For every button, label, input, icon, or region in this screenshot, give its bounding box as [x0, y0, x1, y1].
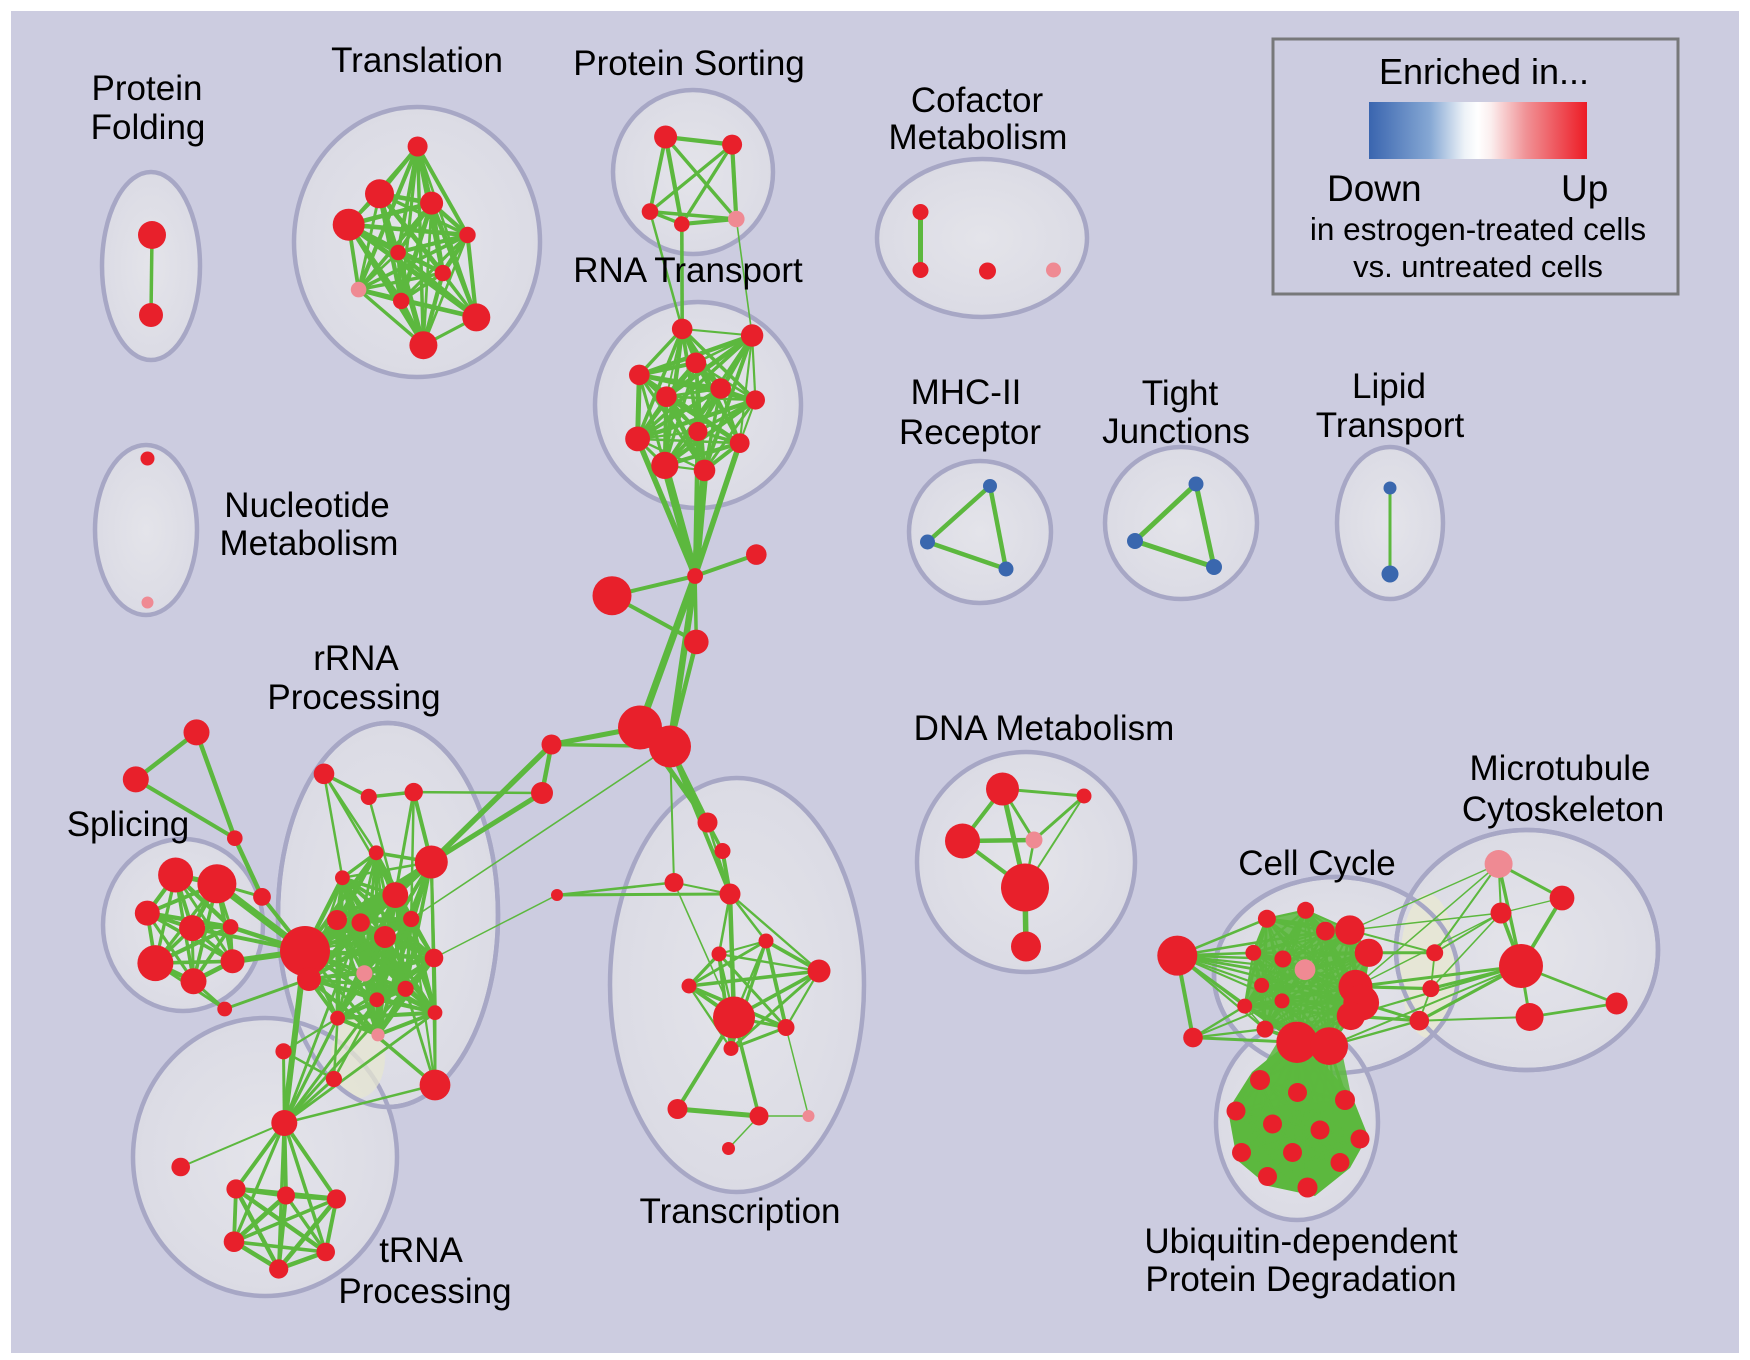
- svg-text:Microtubule: Microtubule: [1470, 749, 1651, 788]
- svg-text:Processing: Processing: [338, 1272, 511, 1311]
- svg-text:Receptor: Receptor: [899, 413, 1041, 452]
- svg-text:Protein Degradation: Protein Degradation: [1145, 1260, 1456, 1299]
- svg-text:Cytoskeleton: Cytoskeleton: [1462, 790, 1664, 829]
- svg-text:Tight: Tight: [1142, 374, 1219, 413]
- svg-text:Ubiquitin-dependent: Ubiquitin-dependent: [1144, 1222, 1458, 1261]
- svg-text:Processing: Processing: [267, 678, 440, 717]
- svg-text:vs. untreated cells: vs. untreated cells: [1353, 249, 1603, 284]
- svg-text:in estrogen-treated cells: in estrogen-treated cells: [1310, 211, 1646, 247]
- svg-text:tRNA: tRNA: [379, 1231, 463, 1270]
- svg-text:Nucleotide: Nucleotide: [224, 486, 389, 525]
- svg-text:Metabolism: Metabolism: [889, 118, 1068, 157]
- svg-text:Splicing: Splicing: [67, 805, 190, 844]
- svg-text:Protein Sorting: Protein Sorting: [573, 44, 805, 83]
- svg-text:Transport: Transport: [1316, 406, 1465, 445]
- svg-text:Protein: Protein: [92, 69, 203, 108]
- svg-text:Enriched in...: Enriched in...: [1379, 51, 1589, 92]
- svg-text:Up: Up: [1561, 168, 1608, 209]
- svg-text:Transcription: Transcription: [640, 1192, 841, 1231]
- svg-text:MHC-II: MHC-II: [911, 373, 1022, 412]
- svg-text:Junctions: Junctions: [1102, 412, 1250, 451]
- svg-text:RNA Transport: RNA Transport: [573, 251, 803, 290]
- svg-text:Folding: Folding: [91, 108, 206, 147]
- svg-text:DNA Metabolism: DNA Metabolism: [914, 709, 1175, 748]
- svg-text:Metabolism: Metabolism: [220, 524, 399, 563]
- svg-text:Translation: Translation: [331, 41, 503, 80]
- svg-text:Lipid: Lipid: [1352, 367, 1426, 406]
- svg-text:Down: Down: [1327, 168, 1422, 209]
- svg-text:Cell Cycle: Cell Cycle: [1238, 844, 1396, 883]
- svg-text:rRNA: rRNA: [313, 639, 399, 678]
- svg-text:Cofactor: Cofactor: [911, 81, 1044, 120]
